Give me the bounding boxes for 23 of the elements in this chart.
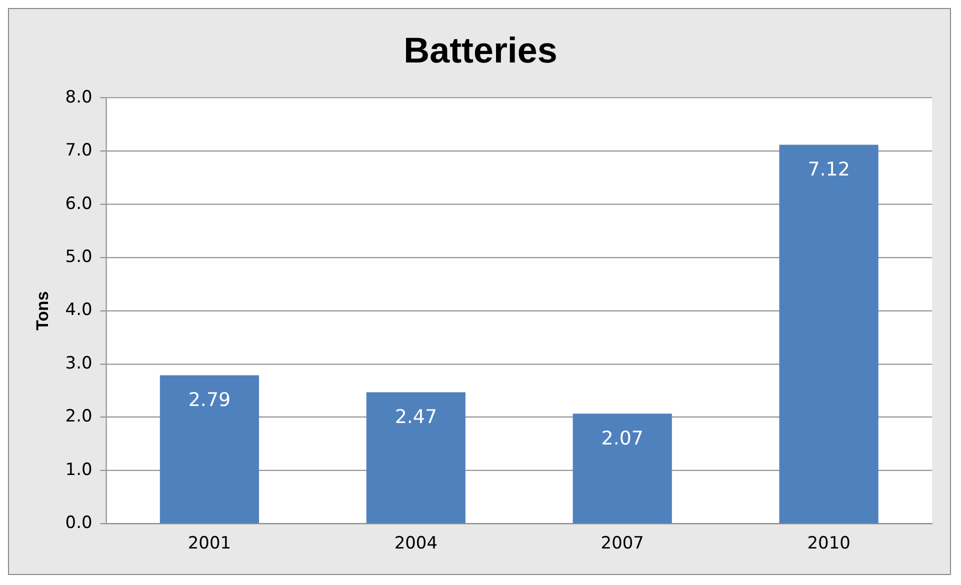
x-tick-label: 2004 — [394, 532, 438, 552]
bar — [160, 375, 260, 524]
y-tick-label: 5.0 — [65, 246, 92, 266]
y-tick-label: 4.0 — [65, 299, 92, 320]
data-label: 2.79 — [188, 389, 231, 412]
bar — [366, 392, 466, 524]
chart-title: Batteries — [404, 30, 558, 70]
data-label: 2.07 — [601, 427, 644, 450]
data-label: 7.12 — [808, 158, 850, 181]
y-tick-label: 8.0 — [65, 86, 92, 106]
data-label: 2.47 — [394, 406, 438, 428]
y-tick-label: 0.0 — [65, 512, 92, 532]
y-tick-label: 3.0 — [65, 352, 92, 372]
bar — [779, 144, 878, 524]
y-tick-label: 7.0 — [65, 140, 92, 160]
x-tick-label: 2001 — [188, 532, 232, 552]
x-tick-label: 2007 — [600, 532, 644, 552]
bar — [572, 414, 672, 524]
y-axis-title: Tons — [32, 291, 52, 330]
y-tick-label: 6.0 — [65, 192, 92, 213]
x-tick-label: 2010 — [807, 532, 850, 552]
y-tick-label: 2.0 — [65, 406, 92, 426]
y-tick-label: 1.0 — [65, 458, 92, 479]
